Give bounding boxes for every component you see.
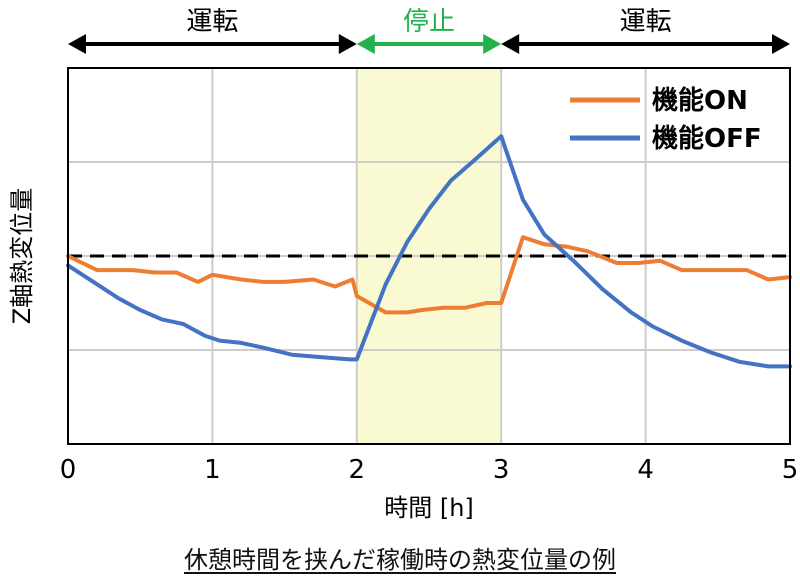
series-line-on <box>66 235 792 315</box>
x-tick-label: 3 <box>493 455 510 485</box>
x-axis-tick-labels: 0 1 2 3 4 5 <box>60 455 799 485</box>
legend-entry: 機能ON <box>570 85 748 116</box>
phase-arrow-head-right <box>483 34 502 54</box>
x-tick-label: 1 <box>204 455 221 485</box>
data-series <box>66 134 792 369</box>
phase-arrows: 運転 停止 運転 <box>68 7 790 54</box>
phase-arrow-head-right <box>338 34 357 54</box>
x-tick-label: 0 <box>60 455 77 485</box>
x-tick-label: 4 <box>637 455 654 485</box>
phase-label: 停止 <box>403 7 455 37</box>
legend-label: 機能ON <box>652 85 748 116</box>
series-line-off <box>66 134 792 369</box>
phase-arrow-head-left <box>68 34 86 54</box>
phase-label: 運転 <box>620 7 672 37</box>
legend-label: 機能OFF <box>652 123 762 154</box>
phase-arrow-1: 停止 <box>356 7 502 54</box>
x-axis-label: 時間 [h] <box>384 494 474 522</box>
phase-label: 運転 <box>186 7 238 37</box>
legend: 機能ON 機能OFF <box>570 85 762 154</box>
x-tick-label: 5 <box>782 455 799 485</box>
x-tick-label: 2 <box>349 455 366 485</box>
phase-arrow-2: 運転 <box>501 7 790 54</box>
phase-arrow-0: 運転 <box>68 7 357 54</box>
phase-arrow-head-right <box>772 34 790 54</box>
legend-entry: 機能OFF <box>570 123 762 154</box>
plot-area-frame <box>67 67 791 445</box>
y-axis-label: Z軸熱変位量 <box>8 188 36 324</box>
phase-arrow-head-left <box>501 34 520 54</box>
phase-arrow-head-left <box>356 34 375 54</box>
figure-caption: 休憩時間を挟んだ稼働時の熱変位量の例 <box>184 546 616 574</box>
